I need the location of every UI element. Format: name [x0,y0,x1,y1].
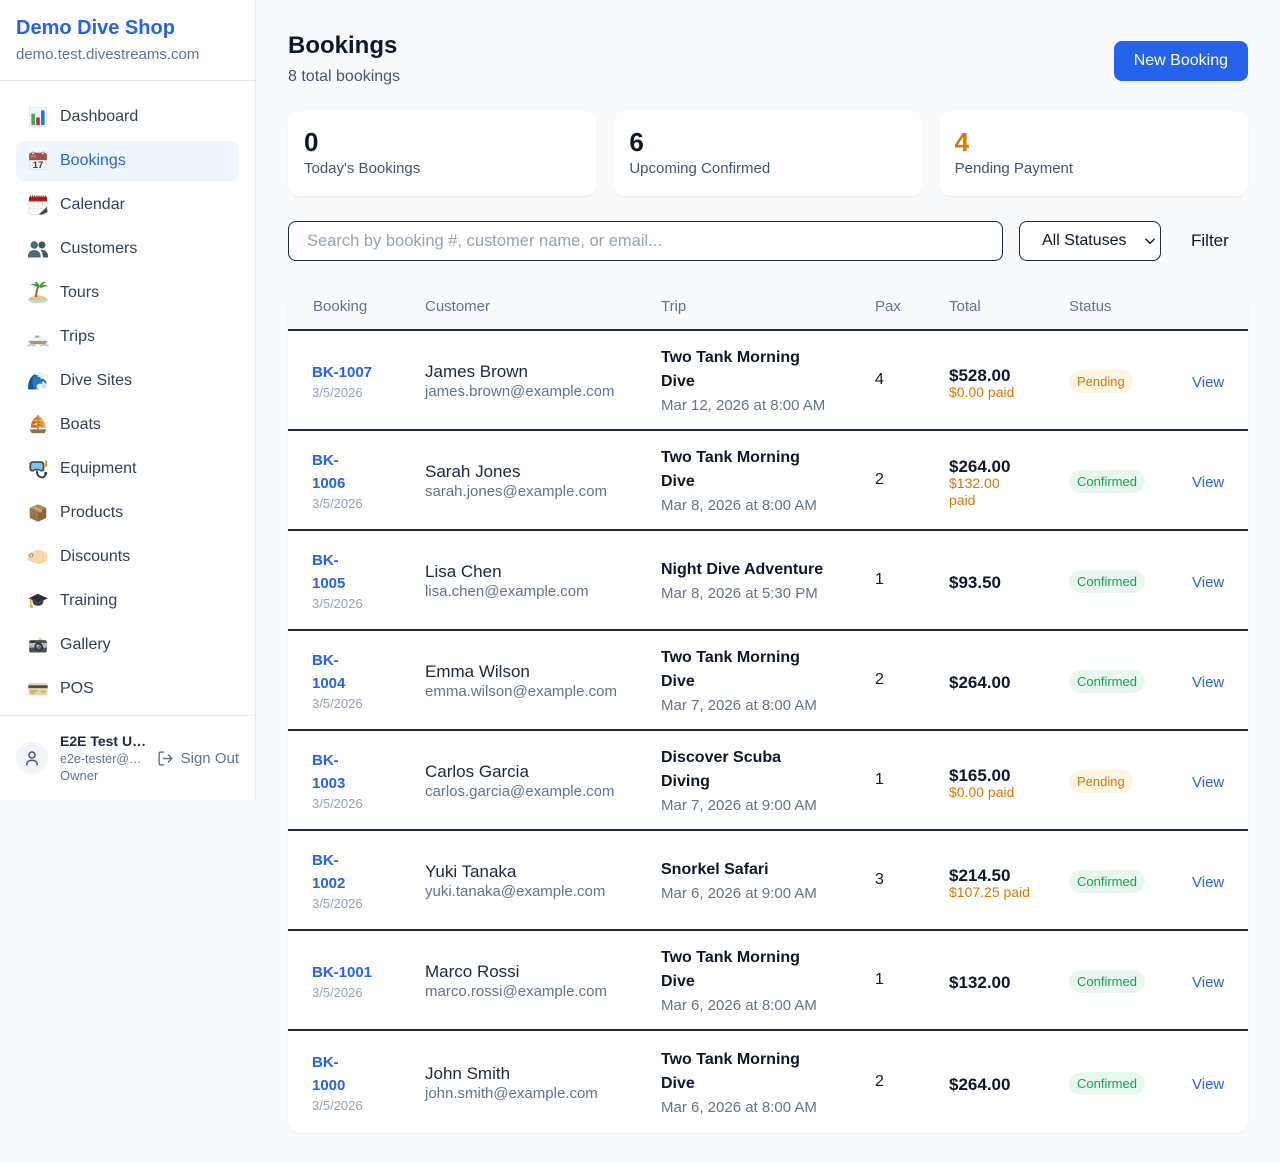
svg-text:JUL: JUL [30,154,37,158]
svg-text:17: 17 [33,160,44,171]
